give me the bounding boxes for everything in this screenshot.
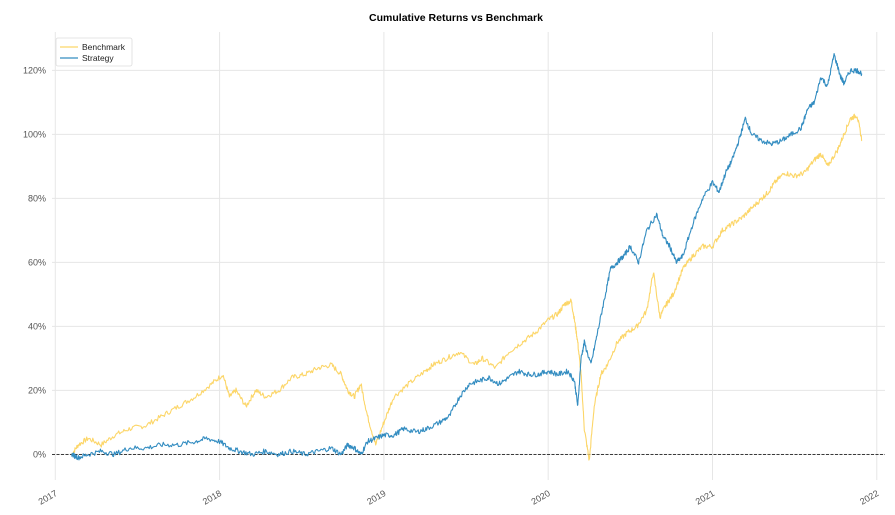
y-tick-label: 120%: [23, 65, 46, 75]
y-tick-label: 60%: [28, 257, 46, 267]
series-layer: [71, 53, 863, 461]
y-tick-label: 80%: [28, 193, 46, 203]
axis-layer: 0% 20% 40% 60% 80% 100% 120% 2017 2018 2019 2020 20…: [23, 65, 885, 507]
y-tick-label: 40%: [28, 321, 46, 331]
legend-label-strategy: Strategy: [82, 53, 114, 63]
x-tick-label: 2021: [694, 488, 716, 507]
legend-label-benchmark: Benchmark: [82, 42, 126, 52]
y-tick-label: 100%: [23, 129, 46, 139]
x-tick-label: 2019: [365, 488, 387, 507]
x-tick-label: 2022: [858, 488, 880, 507]
y-tick-label: 0%: [33, 449, 46, 459]
y-tick-label: 20%: [28, 385, 46, 395]
series-line-benchmark: [71, 113, 863, 461]
x-tick-label: 2018: [201, 488, 223, 507]
x-tick-label: 2017: [37, 488, 59, 507]
grid-layer: [52, 32, 885, 480]
legend-box: [55, 37, 133, 67]
chart-title: Cumulative Returns vs Benchmark: [369, 12, 543, 24]
series-line-strategy: [71, 53, 863, 461]
x-tick-label: 2020: [530, 488, 552, 507]
